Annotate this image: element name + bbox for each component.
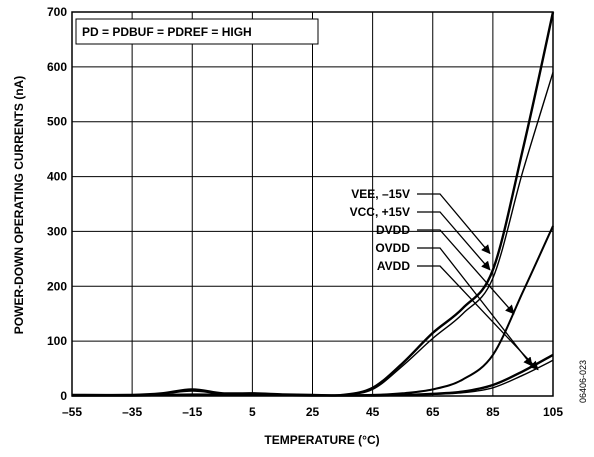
series-arrow [417,211,491,271]
series-lines [71,11,555,397]
condition-label: PD = PDBUF = PDREF = HIGH [82,25,252,39]
x-tick-label: 65 [426,405,440,419]
y-tick-label: 500 [47,115,67,129]
series-label: DVDD [376,223,410,237]
x-tick-labels: –55 –35 –15 5 25 45 65 85 105 [62,405,563,419]
x-tick-label: –35 [122,405,142,419]
y-tick-label: 700 [47,5,67,19]
series-line [71,359,554,397]
figure-code: 06406-023 [578,360,588,403]
series-label: AVDD [377,259,410,273]
condition-box [75,18,319,45]
x-tick-label: –15 [182,405,202,419]
x-tick-label: 85 [486,405,500,419]
y-tick-label: 300 [47,224,67,238]
series-arrow [417,229,515,315]
x-tick-label: 5 [249,405,256,419]
y-tick-label: 600 [47,60,67,74]
annotations: VEE, –15V VCC, +15V DVDD OVDD AVDD [350,187,539,371]
series-arrow [417,193,491,255]
y-tick-label: 400 [47,170,67,184]
y-axis-title: POWER-DOWN OPERATING CURRENTS (nA) [12,76,26,334]
y-tick-label: 0 [60,389,67,403]
series-arrow [417,265,539,371]
y-tick-label: 200 [47,279,67,293]
y-tick-label: 100 [47,334,67,348]
series-label: VEE, –15V [351,187,410,201]
series-arrow [417,247,533,367]
x-tick-label: –55 [62,405,82,419]
series-label: OVDD [375,241,410,255]
grid [71,11,554,397]
x-tick-label: 45 [366,405,380,419]
series-label: VCC, +15V [350,205,410,219]
x-tick-label: 105 [543,405,563,419]
x-tick-label: 25 [306,405,320,419]
x-axis-title: TEMPERATURE (°C) [264,433,379,447]
y-tick-labels: 0 100 200 300 400 500 600 700 [47,5,67,403]
